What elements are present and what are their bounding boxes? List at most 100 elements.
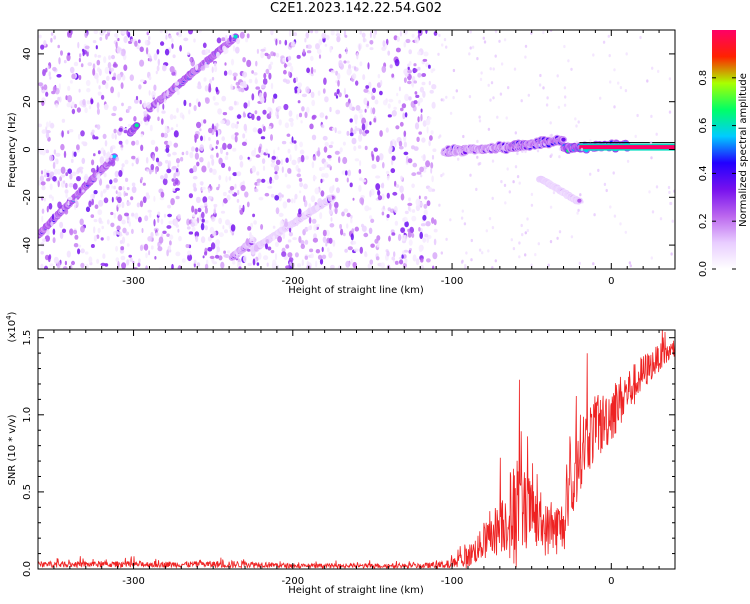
noise-mark: [369, 121, 372, 126]
noise-mark: [193, 105, 197, 112]
noise-mark: [173, 172, 176, 180]
noise-mark: [399, 185, 404, 193]
noise-mark: [270, 82, 274, 90]
noise-mark: [194, 152, 199, 160]
noise-mark: [239, 81, 245, 87]
noise-mark: [489, 98, 492, 102]
noise-mark: [404, 112, 408, 118]
noise-mark: [353, 248, 359, 252]
noise-mark: [574, 117, 577, 121]
noise-mark: [211, 123, 215, 131]
noise-mark: [161, 118, 164, 125]
noise-mark: [204, 85, 209, 92]
noise-mark: [331, 200, 334, 207]
noise-mark: [224, 62, 227, 66]
noise-mark: [319, 112, 325, 118]
noise-mark: [557, 105, 561, 109]
noise-mark: [413, 100, 418, 105]
noise-mark: [233, 100, 237, 106]
noise-mark: [335, 33, 341, 37]
noise-mark: [442, 98, 445, 102]
noise-mark: [412, 162, 418, 168]
noise-mark: [116, 73, 122, 81]
noise-mark: [563, 44, 566, 49]
noise-mark: [482, 36, 485, 40]
noise-mark: [51, 213, 55, 220]
noise-mark: [160, 191, 165, 198]
noise-mark: [84, 31, 88, 38]
noise-mark: [350, 233, 354, 241]
noise-mark: [526, 228, 529, 233]
noise-mark: [234, 123, 239, 129]
noise-mark: [668, 190, 671, 194]
noise-mark: [392, 191, 398, 196]
noise-mark: [520, 223, 523, 228]
noise-mark: [388, 98, 394, 103]
noise-mark: [118, 47, 122, 51]
noise-mark: [381, 182, 385, 189]
noise-mark: [329, 106, 332, 113]
noise-mark: [236, 171, 242, 177]
noise-mark: [171, 263, 174, 269]
noise-mark: [204, 207, 208, 214]
noise-mark: [234, 183, 237, 189]
noise-mark: [413, 146, 419, 151]
noise-mark: [254, 78, 258, 85]
noise-mark: [491, 159, 495, 163]
noise-mark: [153, 219, 156, 227]
noise-mark: [514, 165, 518, 169]
noise-mark: [166, 168, 172, 174]
noise-mark: [138, 216, 142, 223]
noise-mark: [363, 97, 368, 106]
noise-mark: [394, 260, 399, 265]
noise-mark: [304, 255, 308, 260]
noise-mark: [112, 105, 118, 112]
noise-mark: [603, 182, 607, 186]
noise-mark: [394, 180, 397, 187]
noise-mark: [245, 38, 249, 43]
noise-mark: [433, 228, 438, 233]
noise-mark: [358, 44, 361, 52]
noise-mark: [207, 195, 213, 200]
noise-mark: [290, 65, 294, 73]
noise-mark: [440, 174, 443, 178]
noise-mark: [222, 191, 227, 197]
noise-mark: [283, 103, 289, 111]
noise-mark: [398, 99, 401, 104]
noise-mark: [40, 251, 44, 255]
noise-mark: [530, 192, 534, 196]
noise-mark: [41, 129, 47, 134]
noise-mark: [396, 36, 400, 42]
noise-mark: [362, 74, 366, 81]
noise-mark: [420, 108, 423, 113]
noise-mark: [65, 182, 68, 189]
noise-mark: [96, 124, 101, 130]
noise-mark: [104, 66, 110, 75]
noise-mark: [246, 59, 252, 68]
noise-mark: [160, 175, 164, 180]
noise-mark: [93, 226, 96, 234]
noise-mark: [98, 217, 102, 224]
noise-mark: [549, 205, 553, 209]
noise-mark: [175, 187, 180, 191]
noise-mark: [391, 232, 396, 236]
noise-mark: [58, 83, 61, 91]
noise-mark: [77, 248, 81, 255]
noise-mark: [506, 167, 509, 171]
noise-mark: [169, 240, 172, 246]
noise-mark: [98, 199, 104, 207]
noise-mark: [235, 37, 241, 45]
noise-mark: [599, 96, 602, 100]
noise-mark: [230, 84, 234, 91]
noise-mark: [346, 212, 351, 218]
noise-mark: [359, 246, 363, 254]
noise-mark: [496, 115, 499, 119]
noise-mark: [417, 66, 421, 71]
noise-mark: [94, 204, 99, 209]
noise-mark: [201, 211, 205, 219]
noise-mark: [300, 243, 305, 249]
noise-mark: [112, 63, 118, 68]
noise-mark: [171, 43, 174, 49]
noise-mark: [411, 33, 415, 38]
noise-mark: [252, 237, 256, 244]
